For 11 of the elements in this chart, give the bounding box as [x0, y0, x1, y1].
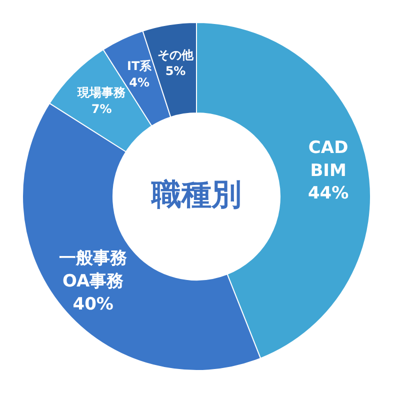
- text: 職種別: [150, 177, 242, 212]
- slice-label: CAD BIM: [308, 138, 348, 181]
- data-label: 4%: [129, 75, 150, 90]
- slice-label: 現場事務: [76, 86, 127, 100]
- data-label: 5%: [165, 64, 186, 78]
- data-label: 7%: [91, 102, 112, 116]
- slice-label: IT系: [127, 59, 153, 74]
- data-label: 44%: [308, 184, 349, 204]
- slice-label: その他: [158, 48, 195, 62]
- data-label: 40%: [72, 294, 114, 314]
- slice-label: 一般事務 OA事務: [59, 248, 128, 292]
